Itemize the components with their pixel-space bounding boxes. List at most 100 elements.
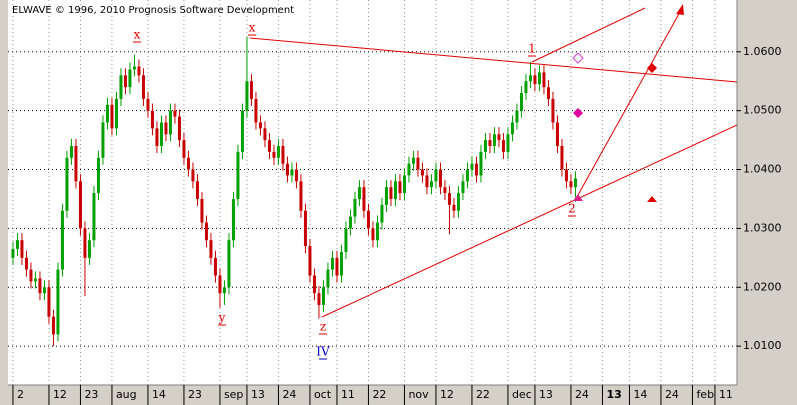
candle-body (83, 228, 87, 258)
x-tick-label: sep (224, 388, 243, 401)
target-marker (573, 194, 583, 201)
candle-body (348, 216, 352, 229)
candle-body (443, 187, 447, 194)
candle-body (276, 145, 280, 158)
wave-label: 2 (568, 202, 576, 216)
x-tick-label: 13 (539, 388, 553, 401)
candle-body (146, 98, 150, 111)
candle-body (321, 287, 325, 305)
candle-body (267, 140, 271, 152)
x-tick-label: 12 (440, 388, 454, 401)
arrow-head (676, 4, 684, 15)
candle-body (569, 181, 573, 188)
candle-body (164, 122, 168, 135)
candle-body (101, 122, 105, 158)
candle-body (339, 251, 343, 276)
candle-body (488, 140, 492, 146)
candle-body (249, 81, 253, 99)
candle-body (366, 210, 370, 229)
candle-body (335, 257, 339, 276)
wave-label: z (320, 320, 326, 334)
trend-line (531, 7, 646, 63)
candle-body (528, 75, 532, 82)
candle-body (380, 204, 384, 223)
plot-area (8, 0, 737, 385)
candle-body (344, 228, 348, 252)
x-tick-label: 23 (188, 388, 202, 401)
x-tick-label: 13 (606, 388, 621, 401)
candle-body (56, 269, 60, 335)
candle-body (425, 175, 429, 188)
candle-body (312, 275, 316, 294)
candle-body (110, 104, 114, 129)
x-tick-label: 11 (341, 388, 355, 401)
candle-body (114, 98, 118, 129)
projection-arrow (577, 11, 681, 196)
y-tick-label: 1.0200 (743, 280, 782, 293)
candle-body (227, 240, 231, 288)
candle-body (416, 157, 420, 170)
candle-body (407, 163, 411, 176)
candle-body (213, 257, 217, 276)
candle-body (173, 110, 177, 117)
candle-body (375, 222, 379, 241)
candle-body (393, 181, 397, 199)
candle-body (150, 110, 154, 129)
candle-body (263, 128, 267, 141)
candle-body (186, 157, 190, 170)
wave-labels: x y x z IV 1 2 (133, 21, 576, 360)
candle-body (33, 278, 37, 282)
y-tick-label: 1.0100 (743, 339, 782, 352)
candle-body (195, 181, 199, 199)
candle-body (92, 193, 96, 241)
x-tick-label: 22 (476, 388, 490, 401)
candle-body (137, 66, 141, 76)
candle-body (560, 145, 564, 170)
candle-body (51, 316, 55, 335)
trend-line (321, 124, 738, 318)
candle-body (258, 122, 262, 129)
candle-body (537, 72, 541, 85)
candle-body (308, 246, 312, 276)
candle-body (159, 122, 163, 146)
candle-body (398, 181, 402, 194)
trend-line (249, 37, 738, 83)
x-tick-label: 12 (53, 388, 67, 401)
candle-body (515, 110, 519, 123)
candle-body (141, 75, 145, 99)
x-tick-label: dec (512, 388, 532, 401)
candle-body (20, 240, 24, 258)
target-marker (647, 196, 657, 202)
candle-body (47, 287, 51, 317)
candle-body (420, 169, 424, 176)
candle-body (470, 163, 474, 170)
target-marker (572, 52, 584, 64)
candle-body (573, 178, 577, 188)
candle-body (506, 134, 510, 152)
target-marker (573, 108, 583, 118)
candle-body (411, 157, 415, 164)
candle-body (461, 181, 465, 194)
x-tick-label: 2 (17, 388, 24, 401)
candle-body (123, 75, 127, 88)
x-tick-label: 23 (84, 388, 98, 401)
candle-body (357, 187, 361, 199)
candle-body (317, 293, 321, 305)
candle-body (452, 204, 456, 211)
candles (11, 37, 577, 347)
candle-body (15, 240, 19, 250)
candle-body (78, 181, 82, 229)
wave-label: IV (316, 345, 330, 359)
candle-body (546, 87, 550, 99)
candle-body (285, 163, 289, 176)
x-tick-label: 24 (282, 388, 296, 401)
candle-body (434, 169, 438, 182)
x-tick-label: 11 (719, 388, 733, 401)
candle-body (222, 287, 226, 294)
x-tick-label: 14 (152, 388, 166, 401)
candle-body (389, 187, 393, 199)
candle-body (177, 116, 181, 141)
candle-body (303, 210, 307, 247)
candle-body (501, 140, 505, 152)
wave-label: x (249, 21, 256, 35)
